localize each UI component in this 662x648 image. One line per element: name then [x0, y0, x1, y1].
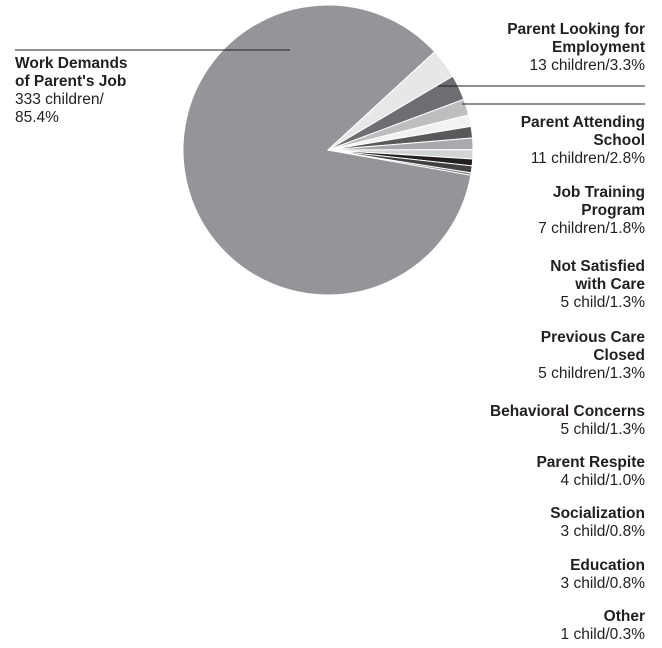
slice-value-line: 5 children/1.3%: [538, 365, 645, 382]
pie-slice: [327, 149, 472, 176]
slice-name-line: Education: [570, 557, 645, 574]
slice-value-line: 3 child/0.8%: [560, 523, 645, 540]
slice-value-line: 13 children/3.3%: [529, 57, 645, 74]
slice-label-education: Education 3 child/0.8%: [561, 557, 645, 593]
slice-value-line: 11 children/2.8%: [530, 150, 645, 167]
slice-value-line: 85.4%: [15, 109, 59, 126]
slice-name-line: Employment: [551, 39, 645, 56]
slice-value-line: 7 children/1.8%: [538, 220, 645, 237]
slice-name-line: School: [593, 132, 645, 149]
slice-name-line: Not Satisfied: [550, 258, 645, 275]
slice-name-line: Parent Attending: [520, 114, 645, 131]
slice-label-previous-care-closed: Previous Care Closed 5 children/1.3%: [538, 329, 645, 383]
slice-name-line: Parent Looking for: [507, 21, 645, 38]
slice-value-line: 4 child/1.0%: [560, 472, 645, 489]
slice-label-looking-for-employment: Parent Looking for Employment 13 childre…: [507, 21, 645, 75]
slice-label-socialization: Socialization 3 child/0.8%: [550, 505, 645, 541]
pie-slice: [182, 4, 472, 296]
slice-label-parent-respite: Parent Respite 4 child/1.0%: [536, 454, 645, 490]
slice-name-line: Socialization: [550, 505, 645, 522]
slice-name-line: Job Training: [552, 184, 645, 201]
slice-value-line: 5 child/1.3%: [560, 421, 645, 438]
slice-name-line: Program: [581, 202, 645, 219]
slice-name-line: Other: [603, 608, 645, 625]
slice-value-line: 333 children/: [15, 91, 104, 108]
slice-name-line: Behavioral Concerns: [489, 403, 645, 420]
slice-name-line: Parent Respite: [536, 454, 645, 471]
slice-name-line: Closed: [593, 347, 645, 364]
slice-name-line: Work Demands: [15, 55, 128, 72]
slice-label-job-training: Job Training Program 7 children/1.8%: [538, 184, 645, 238]
slice-value-line: 5 child/1.3%: [560, 294, 645, 311]
slice-name-line: Previous Care: [540, 329, 645, 346]
slice-value-line: 1 child/0.3%: [560, 626, 645, 643]
slice-label-behavioral-concerns: Behavioral Concerns 5 child/1.3%: [490, 403, 645, 439]
slice-label-work-demands: Work Demands of Parent's Job 333 childre…: [15, 55, 128, 127]
slice-name-line: of Parent's Job: [15, 73, 127, 90]
slice-label-attending-school: Parent Attending School 11 children/2.8%: [521, 114, 645, 168]
slice-name-line: with Care: [575, 276, 645, 293]
slice-label-not-satisfied: Not Satisfied with Care 5 child/1.3%: [550, 258, 645, 312]
pie-slices: [182, 4, 474, 296]
slice-label-other: Other 1 child/0.3%: [561, 608, 645, 644]
slice-value-line: 3 child/0.8%: [560, 575, 645, 592]
